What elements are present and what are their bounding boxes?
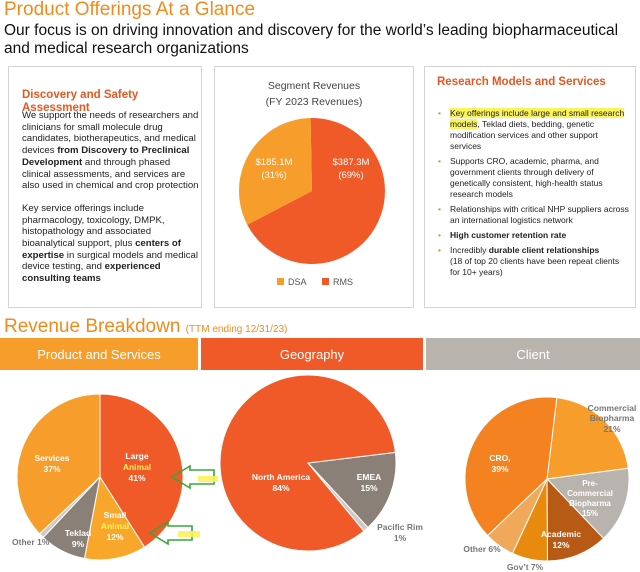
dsa-heading: Discovery and Safety Assessment (22, 89, 139, 114)
client-label-pre-3: Biopharma (569, 499, 611, 508)
geo-label-pacific-rim-pct: 1% (394, 533, 407, 543)
ps-slice-small-animal (83, 475, 146, 561)
client-slice-cro (464, 396, 558, 537)
ps-label-services-pct: 37% (43, 464, 60, 474)
tab-product-and-services: Product and Services (0, 338, 198, 370)
rms-bullet-5-note: (18 of top 20 clients have been repeat c… (450, 256, 620, 277)
geo-label-na: North America (252, 472, 311, 482)
rms-bullet-list: Key offerings include large and small re… (437, 108, 629, 282)
ps-label-small-pct: 12% (106, 532, 123, 542)
ps-slice-teklad (42, 475, 101, 560)
rms-heading: Research Models and Services (437, 76, 606, 88)
geo-label-emea-pct: 15% (360, 483, 377, 493)
ps-label-large-pct: 41% (128, 473, 145, 483)
geo-label-emea: EMEA (357, 472, 382, 482)
client-slice-other (486, 478, 548, 555)
ps-label-small-animal: Animal (101, 521, 129, 531)
page-subtitle: Our focus is on driving innovation and d… (4, 22, 619, 57)
rms-bullet-1-text: , Teklad diets, bedding, genetic modific… (450, 119, 598, 151)
ps-label-services: Services (35, 453, 70, 463)
client-label-pre-2: Commercial (567, 489, 613, 498)
arrow-small-animal-icon (148, 520, 193, 546)
ps-label-teklad: Teklad (65, 528, 91, 538)
segment-slice-rms (238, 118, 312, 225)
rms-bullet-4: High customer retention rate (437, 230, 629, 241)
rb-subtitle: (TTM ending 12/31/23) (185, 324, 288, 335)
ps-slice-services (16, 393, 101, 535)
client-label-cro: CRO, (489, 453, 510, 463)
dsa-p2-bold-2: experienced consulting teams (22, 261, 161, 285)
client-slice-pre-commercial-biopharma (545, 467, 630, 540)
arrow-large-animal-highlight (198, 476, 218, 482)
rms-bullet-2: Supports CRO, academic, pharma, and gove… (437, 156, 629, 200)
rms-bullet-5-text: Incredibly (450, 245, 489, 255)
segment-revenues-card: Segment Revenues (FY 2023 Revenues) $185… (214, 66, 414, 308)
client-label-academic: Academic (541, 529, 581, 539)
dsa-p1-text-2: and through phased clinical assessments,… (22, 156, 199, 192)
revenue-breakdown-title: Revenue Breakdown (TTM ending 12/31/23) (4, 316, 287, 338)
client-label-commercial: Commercial (588, 403, 637, 413)
dsa-paragraph-2: Key service offerings include pharmacolo… (22, 203, 200, 285)
dsa-p2-text: Key service offerings include pharmacolo… (22, 202, 165, 250)
segment-pie-chart: $185.1M (31%) $387.3M (69%) DSA RMS (238, 117, 385, 287)
client-slice-academic (546, 477, 605, 562)
ps-label-teklad-pct: 9% (72, 539, 85, 549)
geography-pie (219, 374, 397, 552)
dsa-p1-bold: from Discovery to Preclinical Developmen… (22, 145, 190, 168)
product-services-pie (16, 393, 184, 561)
ps-slice-large-animal (99, 393, 184, 548)
client-pie (464, 396, 630, 562)
dsa-p2-text-2: in surgical models and medical device te… (22, 249, 198, 273)
legend-swatch-rms (322, 278, 329, 285)
legend-label-dsa: DSA (288, 277, 307, 287)
ps-label-small: Small (104, 510, 127, 520)
rms-bullet-4-bold: High customer retention rate (450, 230, 567, 240)
legend-label-rms: RMS (333, 277, 353, 287)
client-label-commercial-pct: 21% (603, 424, 620, 434)
tab-client: Client (426, 338, 640, 370)
arrow-small-animal-highlight (178, 531, 200, 537)
dsa-paragraph-1: We support the needs of researchers and … (22, 110, 200, 192)
rms-card: Research Models and Services Key offerin… (424, 66, 636, 308)
client-slice-commercial-biopharma (546, 397, 629, 480)
geo-label-pacific-rim: Pacific Rim (377, 522, 423, 532)
dsa-p1-text: We support the needs of researchers and … (22, 110, 199, 157)
dsa-p2-bold: centers of expertise (22, 238, 181, 261)
client-label-pre-pct: 15% (582, 509, 598, 518)
segment-label-rms-pct: (31%) (261, 170, 286, 181)
segment-label-dsa-value: $387.3M (333, 157, 370, 168)
client-label-gov: Gov’t 7% (507, 562, 544, 572)
legend-swatch-dsa (277, 278, 284, 285)
client-label-cro-pct: 39% (491, 464, 508, 474)
ps-slice-other (38, 476, 101, 539)
geo-slice-pacific-rim (307, 462, 369, 532)
segment-title: Segment Revenues (267, 80, 361, 92)
segment-label-rms-value: $185.1M (256, 157, 293, 168)
geo-slice-north-america (219, 374, 396, 552)
segment-slice-dsa (247, 117, 385, 264)
segment-label-dsa-pct: (69%) (338, 170, 363, 181)
client-label-pre: Pre- (582, 479, 598, 488)
geo-slice-emea (306, 451, 397, 529)
client-slice-gov-t (511, 478, 548, 562)
ps-label-other: Other 1% (12, 537, 50, 547)
client-label-commercial-2: Biopharma (590, 413, 635, 423)
rb-title-text: Revenue Breakdown (4, 316, 181, 337)
rms-bullet-5-bold: durable client relationships (488, 245, 600, 255)
tab-geography: Geography (201, 338, 423, 370)
dsa-card: Discovery and Safety Assessment We suppo… (8, 66, 202, 308)
page-title: Product Offerings At a Glance (4, 0, 256, 20)
client-label-other: Other 6% (463, 544, 501, 554)
dsa-body: We support the needs of researchers and … (22, 110, 200, 285)
geo-label-na-pct: 84% (272, 483, 289, 493)
client-label-academic-pct: 12% (552, 540, 569, 550)
rms-bullet-1: Key offerings include large and small re… (437, 108, 629, 152)
rms-bullet-3: Relationships with critical NHP supplier… (437, 204, 629, 226)
segment-subtitle: (FY 2023 Revenues) (265, 96, 363, 108)
ps-label-animal: Animal (123, 462, 151, 472)
rms-bullet-5: Incredibly durable client relationships(… (437, 245, 629, 278)
ps-label-large: Large (125, 451, 148, 461)
arrow-large-animal-icon (170, 464, 215, 490)
